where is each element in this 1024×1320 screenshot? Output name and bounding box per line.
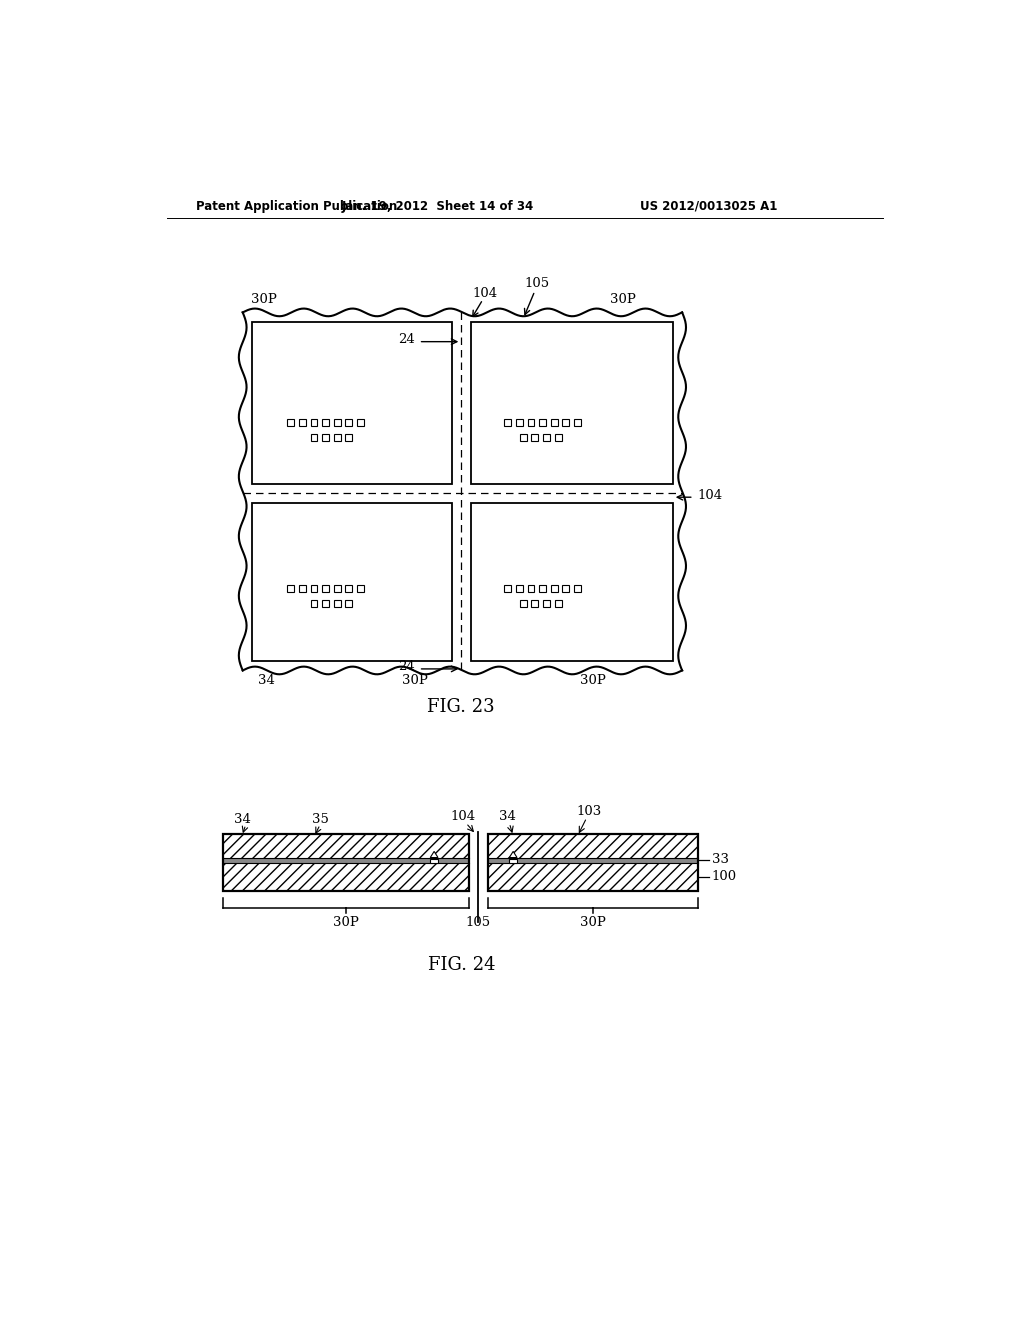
Bar (288, 585, 294, 591)
Bar (357, 418, 364, 426)
Bar (516, 585, 523, 591)
Bar (323, 434, 329, 441)
Bar (310, 434, 317, 441)
Text: 30P: 30P (401, 675, 428, 686)
Text: 104: 104 (472, 286, 497, 300)
Text: 33: 33 (712, 853, 728, 866)
Bar (357, 585, 364, 591)
Text: Patent Application Publication: Patent Application Publication (197, 199, 397, 213)
Bar (488, 858, 697, 863)
Bar (345, 585, 352, 591)
Bar (334, 585, 341, 591)
Bar (520, 434, 526, 441)
Bar (574, 418, 581, 426)
Text: 30P: 30P (580, 675, 606, 686)
Bar (527, 585, 535, 591)
Text: 30P: 30P (580, 916, 606, 929)
Bar (323, 585, 329, 591)
Text: 24: 24 (398, 333, 415, 346)
Text: 34: 34 (257, 675, 274, 686)
Bar (222, 858, 469, 863)
Bar (334, 601, 341, 607)
Bar (562, 585, 569, 591)
Text: 34: 34 (234, 813, 251, 825)
Bar (323, 418, 329, 426)
Text: 103: 103 (577, 805, 602, 818)
Bar (488, 834, 697, 858)
Bar (310, 418, 317, 426)
Text: 35: 35 (311, 813, 329, 825)
Bar (345, 434, 352, 441)
Text: FIG. 24: FIG. 24 (427, 957, 495, 974)
Bar (310, 585, 317, 591)
Polygon shape (430, 851, 438, 858)
Bar (527, 418, 535, 426)
Text: US 2012/0013025 A1: US 2012/0013025 A1 (640, 199, 777, 213)
Bar (574, 585, 581, 591)
Bar (555, 601, 561, 607)
Bar (516, 418, 523, 426)
Bar (252, 503, 452, 661)
Bar (222, 863, 469, 891)
Bar (520, 601, 526, 607)
Bar (471, 503, 673, 661)
Bar (430, 859, 438, 863)
Bar (504, 585, 511, 591)
Bar (543, 434, 550, 441)
Text: 105: 105 (524, 277, 550, 289)
Bar (509, 859, 517, 863)
Bar (562, 418, 569, 426)
Bar (488, 834, 697, 891)
Bar (222, 834, 469, 858)
Bar (488, 863, 697, 891)
Bar (543, 601, 550, 607)
Text: 30P: 30P (333, 916, 358, 929)
Bar (531, 601, 539, 607)
Bar (345, 418, 352, 426)
Bar (471, 322, 673, 484)
Bar (531, 434, 539, 441)
Text: 104: 104 (451, 810, 475, 824)
Bar (334, 434, 341, 441)
Bar (551, 418, 558, 426)
Text: 34: 34 (500, 810, 516, 824)
Bar (555, 434, 561, 441)
Bar (504, 418, 511, 426)
Bar (540, 418, 546, 426)
Bar (540, 585, 546, 591)
Text: 100: 100 (712, 870, 736, 883)
Polygon shape (509, 851, 517, 858)
Bar (551, 585, 558, 591)
Bar (323, 601, 329, 607)
Bar (345, 601, 352, 607)
Text: 24: 24 (398, 660, 415, 673)
Text: 30P: 30P (251, 293, 276, 306)
Bar (299, 418, 306, 426)
Bar (288, 418, 294, 426)
Bar (299, 585, 306, 591)
Bar (310, 601, 317, 607)
Text: 30P: 30P (609, 293, 635, 306)
Bar (222, 834, 469, 891)
Text: Jan. 19, 2012  Sheet 14 of 34: Jan. 19, 2012 Sheet 14 of 34 (342, 199, 535, 213)
Bar (334, 418, 341, 426)
Text: FIG. 23: FIG. 23 (427, 698, 495, 715)
Bar (252, 322, 452, 484)
Text: 105: 105 (466, 916, 490, 929)
Text: 104: 104 (697, 490, 723, 502)
